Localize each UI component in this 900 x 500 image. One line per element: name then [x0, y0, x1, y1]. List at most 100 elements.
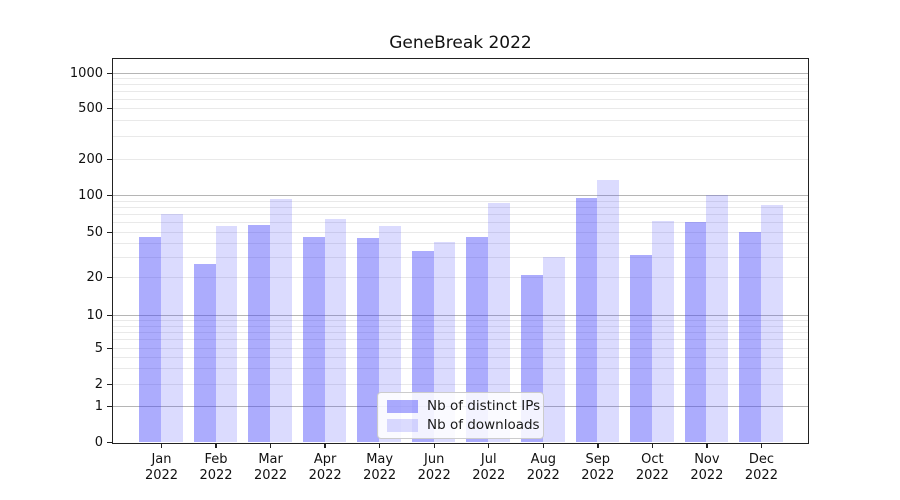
x-tick-label-jan: Jan 2022 [144, 452, 179, 483]
bar-downloads-dec [760, 204, 783, 442]
x-tick-label-apr: Apr 2022 [308, 452, 342, 483]
x-tick-mark [760, 443, 763, 448]
bar-distinct-ips-oct [630, 255, 652, 442]
minor-gridline [113, 368, 808, 370]
y-tick-mark [107, 72, 112, 75]
y-tick-label: 0 [94, 435, 103, 450]
x-tick-label-dec: Dec 2022 [744, 452, 778, 483]
chart-title: GeneBreak 2022 [389, 33, 532, 53]
x-tick-mark [378, 443, 381, 448]
bar-downloads-jul [488, 203, 511, 442]
bar-distinct-ips-feb [193, 264, 216, 442]
y-tick-mark [107, 107, 112, 110]
bar-distinct-ips-mar [248, 225, 271, 442]
bar-downloads-aug [542, 257, 565, 442]
y-tick-label: 1000 [69, 66, 103, 81]
legend-item-distinct-ips: Nb of distinct IPs [387, 398, 540, 414]
x-tick-mark [324, 443, 326, 448]
y-tick-mark [107, 405, 112, 408]
x-tick-label-feb: Feb 2022 [199, 452, 233, 483]
x-tick-label-jun: Jun 2022 [417, 452, 451, 483]
y-tick-label: 2 [94, 377, 103, 392]
x-tick-mark [433, 443, 435, 448]
y-tick-mark [107, 158, 112, 161]
minor-gridline [113, 206, 808, 208]
y-tick-mark [107, 314, 112, 317]
minor-gridline [113, 320, 808, 322]
y-tick-label: 1 [94, 399, 103, 414]
y-tick-label: 5 [94, 341, 103, 356]
legend-label-distinct-ips: Nb of distinct IPs [427, 398, 541, 414]
legend: Nb of distinct IPs Nb of downloads [377, 392, 544, 439]
major-gridline [113, 73, 808, 74]
minor-gridline [113, 108, 808, 109]
bar-downloads-apr [324, 218, 347, 442]
y-tick-label: 100 [78, 188, 103, 203]
x-tick-label-jul: Jul 2022 [472, 452, 506, 483]
x-tick-label-nov: Nov 2022 [690, 452, 724, 483]
y-tick-mark [107, 194, 112, 197]
bar-distinct-ips-jul [466, 237, 489, 442]
minor-gridline [113, 120, 808, 122]
minor-gridline [113, 78, 808, 80]
y-tick-mark [107, 441, 112, 444]
legend-swatch-downloads [387, 418, 418, 432]
bar-distinct-ips-dec [739, 232, 761, 442]
minor-gridline [113, 214, 808, 216]
y-tick-label: 50 [86, 225, 103, 240]
minor-gridline [113, 242, 808, 244]
y-tick-mark [107, 276, 112, 279]
y-tick-label: 20 [86, 270, 103, 285]
minor-gridline [113, 348, 808, 349]
y-tick-mark [107, 347, 112, 350]
major-gridline [113, 315, 808, 316]
x-tick-mark [597, 443, 599, 448]
y-tick-label: 500 [78, 101, 103, 116]
y-tick-mark [107, 383, 112, 386]
bar-distinct-ips-may [357, 238, 380, 442]
y-tick-label: 10 [86, 308, 103, 323]
legend-item-downloads: Nb of downloads [387, 417, 540, 433]
minor-gridline [113, 222, 808, 224]
legend-swatch-distinct-ips [387, 399, 418, 413]
minor-gridline [113, 91, 808, 92]
major-gridline [113, 195, 808, 196]
x-tick-label-oct: Oct 2022 [635, 452, 669, 483]
legend-label-downloads: Nb of downloads [427, 417, 540, 433]
x-tick-mark [488, 443, 490, 448]
bar-downloads-mar [270, 198, 292, 442]
x-tick-label-aug: Aug 2022 [526, 452, 560, 483]
minor-gridline [113, 200, 808, 202]
x-tick-label-sep: Sep 2022 [581, 452, 615, 483]
minor-gridline [113, 98, 808, 100]
minor-gridline [113, 257, 808, 259]
x-tick-mark [542, 443, 544, 448]
minor-gridline [113, 384, 808, 385]
bar-downloads-feb [215, 225, 238, 442]
bar-distinct-ips-jan [139, 237, 161, 442]
minor-gridline [113, 159, 808, 160]
bar-downloads-nov [706, 195, 729, 442]
bar-distinct-ips-apr [302, 237, 325, 442]
x-tick-label-mar: Mar 2022 [254, 452, 288, 483]
bar-downloads-jan [161, 214, 183, 442]
bar-distinct-ips-sep [575, 197, 598, 442]
minor-gridline [113, 356, 808, 358]
plot-area [112, 58, 809, 444]
minor-gridline [113, 136, 808, 138]
bar-distinct-ips-nov [684, 222, 707, 442]
y-tick-mark [107, 231, 112, 234]
x-tick-mark [215, 443, 217, 448]
minor-gridline [113, 232, 808, 233]
bar-downloads-oct [651, 221, 674, 442]
minor-gridline [113, 325, 808, 327]
minor-gridline [113, 339, 808, 341]
bar-downloads-may [379, 225, 401, 442]
y-tick-label: 200 [78, 152, 103, 167]
x-tick-mark [706, 443, 708, 448]
x-tick-mark [160, 443, 163, 448]
x-tick-mark [269, 443, 272, 448]
x-tick-mark [651, 443, 654, 448]
x-tick-label-may: May 2022 [363, 452, 397, 483]
